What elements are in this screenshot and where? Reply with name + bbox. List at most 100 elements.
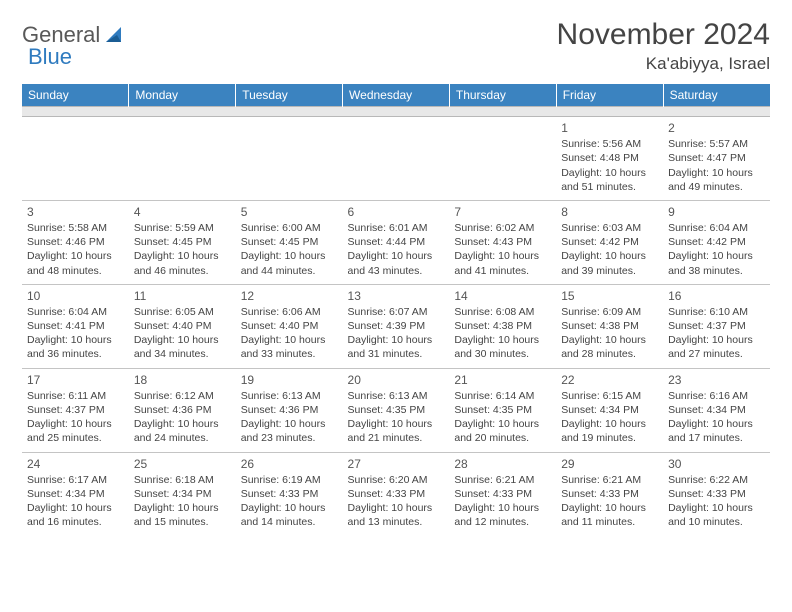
sunset-text: Sunset: 4:37 PM (668, 319, 765, 333)
sunset-text: Sunset: 4:43 PM (454, 235, 551, 249)
sunrise-text: Sunrise: 6:22 AM (668, 473, 765, 487)
day-cell-2: 2Sunrise: 5:57 AMSunset: 4:47 PMDaylight… (663, 117, 770, 201)
day-cell-6: 6Sunrise: 6:01 AMSunset: 4:44 PMDaylight… (343, 200, 450, 284)
empty-cell (236, 117, 343, 201)
sunset-text: Sunset: 4:45 PM (241, 235, 338, 249)
day-number: 13 (348, 288, 445, 304)
sunrise-text: Sunrise: 6:17 AM (27, 473, 124, 487)
sunrise-text: Sunrise: 6:07 AM (348, 305, 445, 319)
sunrise-text: Sunrise: 6:04 AM (27, 305, 124, 319)
sunrise-text: Sunrise: 6:02 AM (454, 221, 551, 235)
title-block: November 2024 Ka'abiyya, Israel (557, 18, 770, 74)
day-cell-12: 12Sunrise: 6:06 AMSunset: 4:40 PMDayligh… (236, 284, 343, 368)
day-header-sunday: Sunday (22, 84, 129, 107)
daylight-text: Daylight: 10 hours and 31 minutes. (348, 333, 445, 361)
sunrise-text: Sunrise: 6:14 AM (454, 389, 551, 403)
daylight-text: Daylight: 10 hours and 36 minutes. (27, 333, 124, 361)
day-number: 12 (241, 288, 338, 304)
sunrise-text: Sunrise: 6:19 AM (241, 473, 338, 487)
calendar-row: 1Sunrise: 5:56 AMSunset: 4:48 PMDaylight… (22, 117, 770, 201)
day-cell-27: 27Sunrise: 6:20 AMSunset: 4:33 PMDayligh… (343, 452, 450, 535)
day-cell-7: 7Sunrise: 6:02 AMSunset: 4:43 PMDaylight… (449, 200, 556, 284)
day-number: 17 (27, 372, 124, 388)
daylight-text: Daylight: 10 hours and 17 minutes. (668, 417, 765, 445)
sunrise-text: Sunrise: 6:00 AM (241, 221, 338, 235)
day-cell-23: 23Sunrise: 6:16 AMSunset: 4:34 PMDayligh… (663, 368, 770, 452)
sunrise-text: Sunrise: 6:18 AM (134, 473, 231, 487)
logo-text-2: Blue (28, 44, 72, 70)
day-number: 2 (668, 120, 765, 136)
daylight-text: Daylight: 10 hours and 15 minutes. (134, 501, 231, 529)
day-number: 3 (27, 204, 124, 220)
day-header-wednesday: Wednesday (343, 84, 450, 107)
day-cell-26: 26Sunrise: 6:19 AMSunset: 4:33 PMDayligh… (236, 452, 343, 535)
sunrise-text: Sunrise: 5:59 AM (134, 221, 231, 235)
daylight-text: Daylight: 10 hours and 20 minutes. (454, 417, 551, 445)
daylight-text: Daylight: 10 hours and 23 minutes. (241, 417, 338, 445)
day-header-friday: Friday (556, 84, 663, 107)
day-cell-5: 5Sunrise: 6:00 AMSunset: 4:45 PMDaylight… (236, 200, 343, 284)
sunset-text: Sunset: 4:37 PM (27, 403, 124, 417)
daylight-text: Daylight: 10 hours and 38 minutes. (668, 249, 765, 277)
header: General November 2024 Ka'abiyya, Israel (22, 18, 770, 74)
day-cell-18: 18Sunrise: 6:12 AMSunset: 4:36 PMDayligh… (129, 368, 236, 452)
daylight-text: Daylight: 10 hours and 19 minutes. (561, 417, 658, 445)
sunset-text: Sunset: 4:34 PM (668, 403, 765, 417)
empty-cell (343, 117, 450, 201)
day-cell-1: 1Sunrise: 5:56 AMSunset: 4:48 PMDaylight… (556, 117, 663, 201)
sunrise-text: Sunrise: 6:08 AM (454, 305, 551, 319)
day-number: 16 (668, 288, 765, 304)
sunrise-text: Sunrise: 6:03 AM (561, 221, 658, 235)
daylight-text: Daylight: 10 hours and 43 minutes. (348, 249, 445, 277)
day-cell-19: 19Sunrise: 6:13 AMSunset: 4:36 PMDayligh… (236, 368, 343, 452)
sunset-text: Sunset: 4:36 PM (241, 403, 338, 417)
daylight-text: Daylight: 10 hours and 21 minutes. (348, 417, 445, 445)
sunrise-text: Sunrise: 6:20 AM (348, 473, 445, 487)
sunrise-text: Sunrise: 6:21 AM (561, 473, 658, 487)
daylight-text: Daylight: 10 hours and 13 minutes. (348, 501, 445, 529)
day-cell-9: 9Sunrise: 6:04 AMSunset: 4:42 PMDaylight… (663, 200, 770, 284)
sunset-text: Sunset: 4:40 PM (241, 319, 338, 333)
sunrise-text: Sunrise: 6:01 AM (348, 221, 445, 235)
sunrise-text: Sunrise: 6:21 AM (454, 473, 551, 487)
daylight-text: Daylight: 10 hours and 30 minutes. (454, 333, 551, 361)
sunset-text: Sunset: 4:41 PM (27, 319, 124, 333)
day-header-saturday: Saturday (663, 84, 770, 107)
day-cell-22: 22Sunrise: 6:15 AMSunset: 4:34 PMDayligh… (556, 368, 663, 452)
sunrise-text: Sunrise: 6:09 AM (561, 305, 658, 319)
day-number: 8 (561, 204, 658, 220)
sunrise-text: Sunrise: 6:13 AM (241, 389, 338, 403)
empty-cell (129, 117, 236, 201)
daylight-text: Daylight: 10 hours and 28 minutes. (561, 333, 658, 361)
day-cell-28: 28Sunrise: 6:21 AMSunset: 4:33 PMDayligh… (449, 452, 556, 535)
day-number: 9 (668, 204, 765, 220)
sunrise-text: Sunrise: 6:10 AM (668, 305, 765, 319)
calendar-table: SundayMondayTuesdayWednesdayThursdayFrid… (22, 84, 770, 535)
day-cell-15: 15Sunrise: 6:09 AMSunset: 4:38 PMDayligh… (556, 284, 663, 368)
daylight-text: Daylight: 10 hours and 48 minutes. (27, 249, 124, 277)
day-number: 11 (134, 288, 231, 304)
day-cell-16: 16Sunrise: 6:10 AMSunset: 4:37 PMDayligh… (663, 284, 770, 368)
sunrise-text: Sunrise: 6:12 AM (134, 389, 231, 403)
day-number: 19 (241, 372, 338, 388)
day-number: 4 (134, 204, 231, 220)
daylight-text: Daylight: 10 hours and 14 minutes. (241, 501, 338, 529)
sunset-text: Sunset: 4:44 PM (348, 235, 445, 249)
location: Ka'abiyya, Israel (557, 54, 770, 74)
day-number: 22 (561, 372, 658, 388)
empty-cell (449, 117, 556, 201)
day-number: 10 (27, 288, 124, 304)
empty-cell (22, 117, 129, 201)
day-number: 7 (454, 204, 551, 220)
day-cell-3: 3Sunrise: 5:58 AMSunset: 4:46 PMDaylight… (22, 200, 129, 284)
day-number: 23 (668, 372, 765, 388)
sunset-text: Sunset: 4:33 PM (348, 487, 445, 501)
day-cell-29: 29Sunrise: 6:21 AMSunset: 4:33 PMDayligh… (556, 452, 663, 535)
sunset-text: Sunset: 4:45 PM (134, 235, 231, 249)
sunrise-text: Sunrise: 5:56 AM (561, 137, 658, 151)
sunset-text: Sunset: 4:38 PM (561, 319, 658, 333)
sunrise-text: Sunrise: 6:11 AM (27, 389, 124, 403)
day-number: 15 (561, 288, 658, 304)
sunrise-text: Sunrise: 6:16 AM (668, 389, 765, 403)
day-number: 21 (454, 372, 551, 388)
